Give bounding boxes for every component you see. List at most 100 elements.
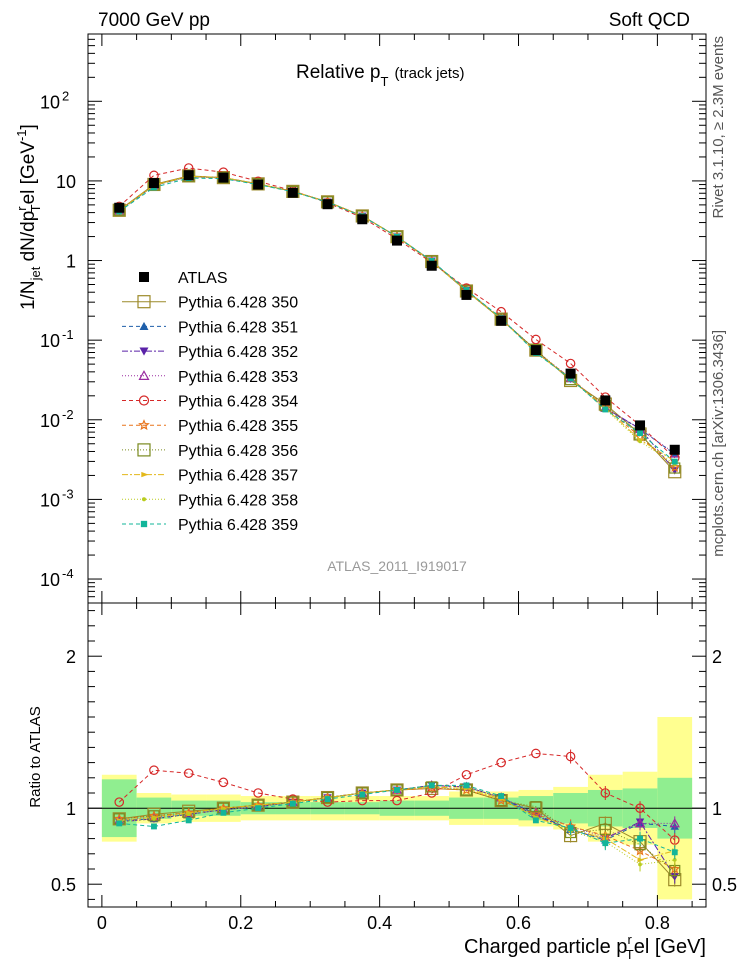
y-axis-label-sup: r xyxy=(14,206,29,211)
series-359-ratio-point xyxy=(671,849,678,856)
series-359-ratio-point xyxy=(220,809,227,816)
chart-title-sub: T xyxy=(381,74,389,89)
series-354-ratio-point xyxy=(531,748,541,759)
y-tick-label-exp: -3 xyxy=(62,486,74,501)
atlas-point xyxy=(496,315,507,326)
y-tick-label: 10 xyxy=(40,411,60,431)
series-359-ratio-point xyxy=(567,825,574,831)
legend-item-351: Pythia 6.428 351 xyxy=(122,319,298,336)
x-tick-label: 0.2 xyxy=(228,913,253,933)
series-359-ratio-point xyxy=(602,840,609,847)
header-right: Soft QCD xyxy=(609,10,690,31)
series-359-ratio-point xyxy=(255,805,262,812)
legend-swatch-atlas xyxy=(139,272,149,282)
x-tick-label: 0 xyxy=(97,913,107,933)
legend-label: Pythia 6.428 358 xyxy=(178,492,298,509)
ratio-tick-label-left: 0.5 xyxy=(51,875,76,895)
legend-item-357: Pythia 6.428 357 xyxy=(122,468,298,485)
series-359-ratio-point xyxy=(637,835,643,842)
y-tick-label: 10 xyxy=(40,92,60,112)
series-354-ratio-point xyxy=(114,797,125,807)
atlas-point xyxy=(426,260,437,271)
series-354-line xyxy=(118,167,676,459)
series-354-ratio-point xyxy=(392,795,402,806)
ratio-tick-label-right: 0.5 xyxy=(712,875,737,895)
y-tick-label: 10 xyxy=(40,570,60,590)
series-358-ratio-point xyxy=(152,816,156,821)
series-354-point xyxy=(565,358,576,369)
series-356-ratio-point xyxy=(148,810,160,822)
watermark: ATLAS_2011_I919017 xyxy=(327,558,467,574)
y-axis-label-sub1: jet xyxy=(28,266,43,281)
series-atlas xyxy=(114,170,680,455)
y-tick-label-exp: 2 xyxy=(62,88,69,103)
series-357-ratio-point xyxy=(602,836,610,842)
chart-title: Relative pT (track jets) xyxy=(296,62,464,89)
legend-swatch-marker xyxy=(139,347,149,356)
legend-swatch-marker xyxy=(141,497,147,502)
x-axis-label: Charged particle pr Tel [GeV] xyxy=(464,932,706,962)
atlas-point xyxy=(635,420,646,431)
series-359-point xyxy=(637,430,643,437)
atlas-point xyxy=(530,345,541,356)
chart-title-suffix: (track jets) xyxy=(394,65,464,82)
series-354-ratio-point xyxy=(426,788,437,798)
atlas-point xyxy=(218,172,229,183)
atlas-point xyxy=(322,199,333,210)
legend-swatch-marker xyxy=(137,443,151,457)
series-358-line xyxy=(118,176,676,465)
series-359-point xyxy=(671,458,678,465)
ratio-y-axis-label: Ratio to ATLAS xyxy=(27,706,44,807)
legend-label: Pythia 6.428 354 xyxy=(178,394,298,411)
series-359-ratio-point xyxy=(185,817,192,824)
series-359-ratio-point xyxy=(532,817,539,824)
series-359-ratio-point xyxy=(324,796,331,803)
legend-label: Pythia 6.428 355 xyxy=(178,418,298,435)
series-350-ratio-point xyxy=(251,798,265,812)
series-350-point xyxy=(182,169,196,183)
series-354-ratio-line xyxy=(118,752,676,841)
y-axis-label-suffix: el [GeV xyxy=(18,141,39,205)
legend-item-352: Pythia 6.428 352 xyxy=(122,344,298,361)
atlas-point xyxy=(565,368,576,379)
series-359-ratio-point xyxy=(498,793,505,799)
atlas-point xyxy=(669,444,680,455)
series-359-point xyxy=(602,406,609,413)
y-axis-label-exp: -1 xyxy=(14,129,29,141)
ratio-tick-label-left: 1 xyxy=(66,799,76,819)
series-359-ratio-point xyxy=(151,823,157,830)
atlas-point xyxy=(392,235,402,246)
series-359-ratio-point xyxy=(394,787,400,793)
series-358-ratio-point xyxy=(186,812,191,817)
y-tick-label: 10 xyxy=(40,490,60,510)
series-359-ratio-point xyxy=(428,782,435,789)
series-354-ratio-point xyxy=(253,788,263,798)
legend-swatch-marker xyxy=(141,471,149,478)
series-353-ratio-point xyxy=(669,817,680,828)
legend-item-354: Pythia 6.428 354 xyxy=(122,394,298,411)
legend-label: Pythia 6.428 352 xyxy=(178,344,298,361)
chart-title-main: Relative p xyxy=(296,62,381,83)
ratio-tick-label-right: 2 xyxy=(712,647,722,667)
series-359-ratio-point xyxy=(359,791,366,798)
atlas-point xyxy=(148,178,159,189)
atlas-point xyxy=(600,395,611,406)
series-359-ratio-point xyxy=(289,800,296,807)
series-359-ratio-point xyxy=(463,782,470,789)
atlas-point xyxy=(114,202,125,213)
series-354-ratio-point xyxy=(565,751,576,762)
ratio-panel xyxy=(88,717,706,900)
side-label-top: Rivet 3.1.10, ≥ 2.3M events xyxy=(710,36,727,219)
legend-swatch-marker xyxy=(138,419,150,431)
series-354-ratio-point xyxy=(496,757,506,768)
x-tick-label: 0.6 xyxy=(506,913,531,933)
series-355-point xyxy=(669,461,681,473)
y-tick-label: 1 xyxy=(66,252,76,272)
atlas-point xyxy=(357,214,368,225)
x-axis-label-a: Charged particle p xyxy=(464,936,627,958)
series-354-ratio-point xyxy=(461,769,472,780)
legend-label: Pythia 6.428 350 xyxy=(178,295,298,312)
plot-layer xyxy=(112,163,682,887)
series-354-ratio-point xyxy=(600,788,611,798)
